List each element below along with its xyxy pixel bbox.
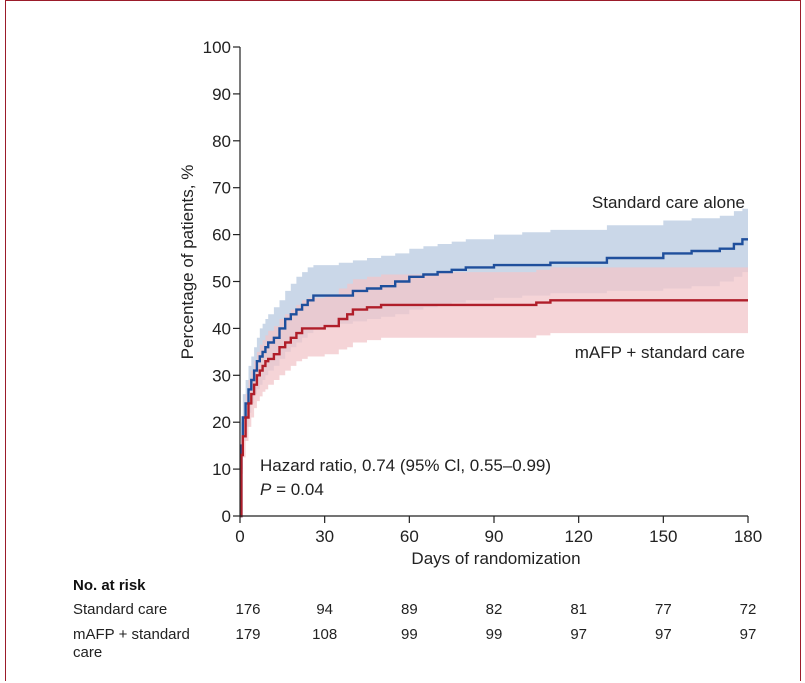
y-tick-label: 100 (203, 38, 231, 57)
y-tick-label: 0 (222, 507, 231, 526)
km-curve-standard-care (240, 238, 748, 518)
series-label-standard: Standard care alone (592, 193, 745, 212)
risk-row-label: care (73, 644, 102, 661)
risk-value: 72 (740, 601, 757, 618)
x-tick-label: 90 (485, 527, 504, 546)
risk-value: 99 (486, 626, 503, 643)
risk-row-label: mAFP + standard (73, 626, 190, 643)
y-tick-label: 10 (212, 460, 231, 479)
y-tick-label: 60 (212, 226, 231, 245)
risk-table: No. at risk Standard care 176 94 89 82 81 77 72… (73, 577, 756, 661)
hazard-ratio-text: Hazard ratio, 0.74 (95% Cl, 0.55–0.99) (260, 456, 551, 475)
risk-value: 108 (312, 626, 337, 643)
x-ticks: 0 30 60 90 120 150 180 (235, 516, 762, 546)
p-letter: P (260, 480, 272, 499)
x-axis-label: Days of randomization (411, 549, 580, 568)
x-tick-label: 150 (649, 527, 677, 546)
confidence-bands (240, 208, 748, 517)
y-tick-label: 40 (212, 319, 231, 338)
ci-band-mafp (240, 267, 748, 516)
y-tick-label: 70 (212, 179, 231, 198)
risk-value: 77 (655, 601, 672, 618)
x-tick-label: 60 (400, 527, 419, 546)
x-tick-label: 120 (564, 527, 592, 546)
risk-value: 81 (570, 601, 587, 618)
risk-value: 89 (401, 601, 418, 618)
figure-frame (5, 0, 801, 681)
risk-value: 99 (401, 626, 418, 643)
y-tick-label: 80 (212, 132, 231, 151)
risk-table-title: No. at risk (73, 577, 146, 594)
y-tick-label: 90 (212, 85, 231, 104)
p-value-text: P = 0.04 (260, 480, 324, 499)
risk-value: 176 (235, 601, 260, 618)
risk-value: 97 (570, 626, 587, 643)
risk-value: 82 (486, 601, 503, 618)
risk-value: 97 (740, 626, 757, 643)
risk-value: 179 (235, 626, 260, 643)
risk-row-label: Standard care (73, 601, 167, 618)
risk-value: 97 (655, 626, 672, 643)
x-tick-label: 180 (734, 527, 762, 546)
y-tick-label: 30 (212, 366, 231, 385)
y-ticks: 0 10 20 30 40 50 60 70 80 90 100 (203, 38, 240, 526)
risk-value: 94 (316, 601, 333, 618)
p-value: = 0.04 (271, 480, 323, 499)
series-label-mafp: mAFP + standard care (575, 343, 745, 362)
x-tick-label: 0 (235, 527, 244, 546)
x-tick-label: 30 (315, 527, 334, 546)
axes: 0 10 20 30 40 50 60 70 80 90 100 0 30 60 90 120 150 180 (203, 38, 763, 546)
y-tick-label: 50 (212, 273, 231, 292)
y-axis-label: Percentage of patients, % (178, 165, 197, 360)
km-curve-mafp (240, 299, 748, 518)
y-tick-label: 20 (212, 413, 231, 432)
series-lines (240, 238, 748, 518)
